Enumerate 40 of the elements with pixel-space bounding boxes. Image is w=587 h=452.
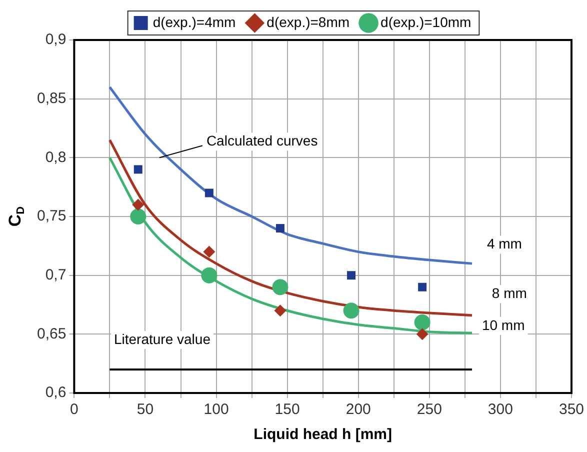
annotation: Literature value: [114, 330, 211, 347]
annotation: 8 mm: [492, 285, 527, 302]
point: [130, 208, 146, 224]
point: [134, 165, 142, 174]
x-tick-label: 50: [136, 401, 154, 418]
y-tick-label: 0,85: [36, 90, 66, 107]
y-tick-label: 0,7: [45, 266, 66, 284]
x-tick-label: 350: [558, 401, 584, 418]
y-tick-label: 0,65: [36, 325, 66, 342]
x-axis-title: Liquid head h [mm]: [254, 426, 392, 444]
x-tick-label: 250: [416, 401, 442, 418]
y-tick-label: 0,9: [45, 31, 66, 48]
legend-label: d(exp.)=10mm: [380, 14, 472, 30]
legend-label: d(exp.)=8mm: [266, 14, 350, 30]
point: [132, 198, 144, 211]
y-tick-label: 0,8: [45, 148, 66, 166]
annotation: 10 mm: [482, 316, 525, 333]
point: [274, 304, 286, 317]
line-series: [108, 86, 474, 265]
point: [201, 267, 218, 284]
x-tick-label: 100: [204, 401, 229, 418]
point: [204, 188, 214, 198]
point: [272, 279, 288, 296]
x-tick-label: 150: [274, 401, 300, 418]
point: [416, 328, 428, 340]
annotation: 4 mm: [486, 236, 522, 252]
point: [343, 302, 360, 319]
point: [276, 224, 284, 233]
y-tick-label: 0,75: [36, 208, 66, 225]
annotation: Calculated curves: [206, 132, 318, 149]
y-axis-title: CD: [6, 206, 28, 227]
y-tick-label: 0,6: [45, 384, 66, 402]
x-tick-label: 200: [346, 401, 371, 418]
legend-label: d(exp.)=4mm: [152, 14, 236, 30]
point: [414, 314, 430, 330]
x-tick-label: 0: [70, 401, 78, 418]
x-tick-label: 300: [488, 401, 513, 418]
point: [347, 271, 356, 280]
point: [203, 246, 216, 258]
point: [418, 282, 427, 292]
